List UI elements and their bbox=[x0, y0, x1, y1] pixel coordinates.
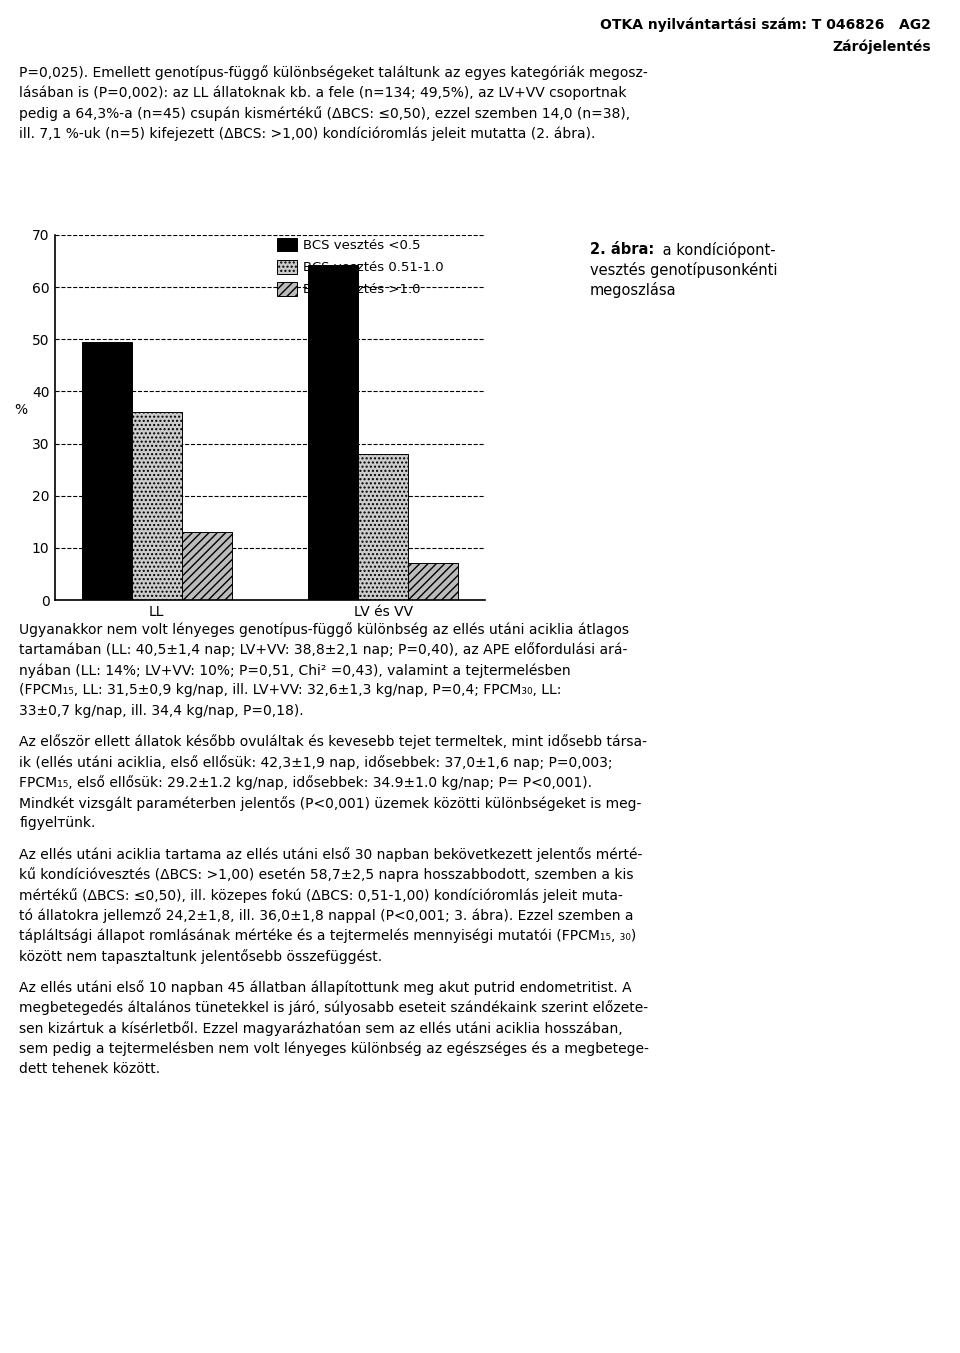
Bar bbox=[83, 342, 132, 599]
Text: Az ellés utáni első 10 napban 45 állatban állapítottunk meg akut putrid endometr: Az ellés utáni első 10 napban 45 állatba… bbox=[19, 980, 632, 994]
Text: 33±0,7 kg/nap, ill. 34,4 kg/nap, P=0,18).: 33±0,7 kg/nap, ill. 34,4 kg/nap, P=0,18)… bbox=[19, 704, 303, 718]
Text: Mindkét vizsgált paraméterben jelentős (P<0,001) üzemek közötti különbségeket is: Mindkét vizsgált paraméterben jelentős (… bbox=[19, 796, 641, 810]
Text: kű kondícióvesztés (ΔBCS: >1,00) esetén 58,7±2,5 napra hosszabbodott, szemben a : kű kondícióvesztés (ΔBCS: >1,00) esetén … bbox=[19, 867, 634, 882]
Text: mértékű (ΔBCS: ≤0,50), ill. közepes fokú (ΔBCS: 0,51-1,00) kondícióromlás jeleit: mértékű (ΔBCS: ≤0,50), ill. közepes fokú… bbox=[19, 888, 623, 902]
Text: OTKA nyilvántartási szám: T 046826   AG2: OTKA nyilvántartási szám: T 046826 AG2 bbox=[600, 18, 931, 32]
Bar bbox=[181, 532, 231, 599]
Text: (FPCM₁₅, LL: 31,5±0,9 kg/nap, ill. LV+VV: 32,6±1,3 kg/nap, P=0,4; FPCM₃₀, LL:: (FPCM₁₅, LL: 31,5±0,9 kg/nap, ill. LV+VV… bbox=[19, 683, 562, 698]
Text: 2. ábra:: 2. ábra: bbox=[590, 242, 655, 257]
Text: megbetegedés általános tünetekkel is járó, súlyosabb eseteit szándékaink szerint: megbetegedés általános tünetekkel is jár… bbox=[19, 1000, 648, 1015]
Text: sem pedig a tejtermelésben nem volt lényeges különbség az egészséges és a megbet: sem pedig a tejtermelésben nem volt lény… bbox=[19, 1042, 649, 1055]
Text: dett tehenek között.: dett tehenek között. bbox=[19, 1062, 160, 1076]
Text: tápláltsági állapot romlásának mértéke és a tejtermelés mennyiségi mutatói (FPCM: tápláltsági állapot romlásának mértéke é… bbox=[19, 930, 636, 943]
Bar bbox=[132, 413, 181, 599]
Text: ik (ellés utáni aciklia, első ellősük: 42,3±1,9 nap, idősebbek: 37,0±1,6 nap; P=: ik (ellés utáni aciklia, első ellősük: 4… bbox=[19, 755, 612, 770]
Text: tartamában (LL: 40,5±1,4 nap; LV+VV: 38,8±2,1 nap; P=0,40), az APE előfordulási : tartamában (LL: 40,5±1,4 nap; LV+VV: 38,… bbox=[19, 643, 628, 658]
Text: Ugyanakkor nem volt lényeges genotípus-függő különbség az ellés utáni aciklia át: Ugyanakkor nem volt lényeges genotípus-f… bbox=[19, 622, 629, 637]
Text: lásában is (P=0,002): az LL állatoknak kb. a fele (n=134; 49,5%), az LV+VV csopo: lásában is (P=0,002): az LL állatoknak k… bbox=[19, 85, 627, 100]
Text: figyelтünk.: figyelтünk. bbox=[19, 816, 96, 831]
Text: megoszlása: megoszlása bbox=[590, 281, 677, 298]
Bar bbox=[358, 455, 408, 599]
Text: Az ellés utáni aciklia tartama az ellés utáni első 30 napban bekövetkezett jelen: Az ellés utáni aciklia tartama az ellés … bbox=[19, 847, 642, 862]
Text: pedig a 64,3%-a (n=45) csupán kismértékű (ΔBCS: ≤0,50), ezzel szemben 14,0 (n=38: pedig a 64,3%-a (n=45) csupán kismértékű… bbox=[19, 106, 631, 120]
Text: ill. 7,1 %-uk (n=5) kifejezett (ΔBCS: >1,00) kondícióromlás jeleit mutatta (2. á: ill. 7,1 %-uk (n=5) kifejezett (ΔBCS: >1… bbox=[19, 126, 595, 141]
Text: sen kizártuk a kísérletből. Ezzel magyarázhatóan sem az ellés utáni aciklia hoss: sen kizártuk a kísérletből. Ezzel magyar… bbox=[19, 1022, 623, 1036]
Text: P=0,025). Emellett genotípus-függő különbségeket találtunk az egyes kategóriák m: P=0,025). Emellett genotípus-függő külön… bbox=[19, 65, 648, 80]
Legend: BCS vesztés <0.5, BCS vesztés 0.51-1.0, BCS vesztés >1.0: BCS vesztés <0.5, BCS vesztés 0.51-1.0, … bbox=[277, 238, 444, 296]
Text: a kondíciópont-: a kondíciópont- bbox=[658, 242, 776, 258]
Text: között nem tapasztaltunk jelentősebb összefüggést.: között nem tapasztaltunk jelentősebb öss… bbox=[19, 950, 382, 965]
Text: vesztés genotípusonkénti: vesztés genotípusonkénti bbox=[590, 262, 778, 277]
Text: Zárójelentés: Zárójelentés bbox=[832, 41, 931, 54]
Text: nyában (LL: 14%; LV+VV: 10%; P=0,51, Chi² =0,43), valamint a tejtermelésben: nyában (LL: 14%; LV+VV: 10%; P=0,51, Chi… bbox=[19, 663, 571, 678]
Bar bbox=[308, 265, 358, 599]
Text: FPCM₁₅, első ellősük: 29.2±1.2 kg/nap, idősebbek: 34.9±1.0 kg/nap; P= P<0,001).: FPCM₁₅, első ellősük: 29.2±1.2 kg/nap, i… bbox=[19, 775, 592, 790]
Text: Az először ellett állatok később ovuláltak és kevesebb tejet termeltek, mint idő: Az először ellett állatok később ovulált… bbox=[19, 735, 647, 750]
Y-axis label: %: % bbox=[14, 403, 27, 418]
Bar bbox=[408, 563, 458, 599]
Text: tó állatokra jellemző 24,2±1,8, ill. 36,0±1,8 nappal (P<0,001; 3. ábra). Ezzel s: tó állatokra jellemző 24,2±1,8, ill. 36,… bbox=[19, 908, 634, 923]
